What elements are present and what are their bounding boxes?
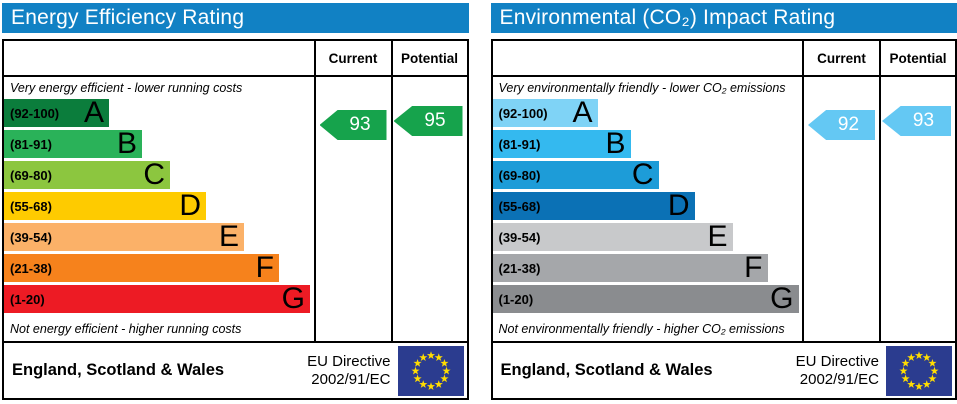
- potential-column: 93: [879, 77, 955, 341]
- region-label: England, Scotland & Wales: [12, 361, 225, 379]
- band-letter: G: [770, 282, 794, 315]
- band-letter: A: [572, 96, 593, 129]
- band-range-label: (55-68): [10, 198, 52, 214]
- band-range-label: (55-68): [498, 198, 541, 214]
- band-letter: C: [143, 158, 165, 191]
- band-range-label: (1-20): [10, 291, 45, 307]
- region-label: England, Scotland & Wales: [500, 361, 713, 379]
- band-a: (92-100) A: [492, 96, 598, 129]
- band-d: (55-68) D: [492, 189, 695, 222]
- band-c: (69-80) C: [492, 158, 659, 191]
- current-rating-arrow: 92: [808, 110, 875, 140]
- band-letter: C: [631, 158, 654, 191]
- potential-rating-arrow: 95: [393, 106, 463, 136]
- potential-column-header: Potential: [390, 41, 467, 77]
- band-letter: D: [667, 189, 690, 222]
- co2-impact-panel: Environmental (CO₂) Impact Rating Curren…: [490, 3, 957, 400]
- band-letter: E: [707, 220, 728, 253]
- table-footer: England, Scotland & Wales EU Directive 2…: [4, 341, 467, 398]
- current-column-header: Current: [802, 41, 879, 77]
- rating-table: Current Potential Very energy efficient …: [2, 39, 469, 400]
- band-f: (21-38) F: [492, 251, 768, 284]
- band-b: (81-91) B: [4, 127, 142, 160]
- potential-column: 95: [390, 77, 467, 341]
- band-range-label: (81-91): [498, 136, 541, 152]
- current-rating-arrow: 93: [319, 110, 387, 140]
- eu-directive-label: EU Directive 2002/91/EC: [307, 353, 397, 388]
- band-g: (1-20) G: [4, 282, 310, 315]
- band-letter: D: [179, 189, 201, 222]
- band-range-label: (69-80): [498, 167, 541, 183]
- band-a: (92-100) A: [4, 96, 109, 129]
- potential-column-header: Potential: [879, 41, 955, 77]
- top-caption: Very energy efficient - lower running co…: [10, 81, 243, 95]
- band-range-label: (39-54): [10, 229, 52, 245]
- band-range-label: (21-38): [10, 260, 52, 276]
- band-f: (21-38) F: [4, 251, 279, 284]
- eu-flag-icon: [886, 345, 952, 396]
- current-column-header: Current: [313, 41, 391, 77]
- potential-rating-arrow: 93: [882, 106, 951, 136]
- band-e: (39-54) E: [4, 220, 244, 253]
- band-letter: F: [744, 251, 763, 284]
- band-g: (1-20) G: [492, 282, 799, 315]
- panel-title: Energy Efficiency Rating: [2, 3, 469, 33]
- eu-directive-line2: 2002/91/EC: [799, 370, 879, 388]
- band-range-label: (69-80): [10, 167, 52, 183]
- band-range-label: (1-20): [498, 291, 534, 307]
- band-range-label: (81-91): [10, 136, 52, 152]
- band-letter: G: [281, 282, 305, 315]
- energy-efficiency-panel: Energy Efficiency Rating Current Potenti…: [2, 3, 469, 400]
- band-letter: B: [116, 127, 137, 160]
- band-letter: B: [605, 127, 626, 160]
- band-d: (55-68) D: [4, 189, 206, 222]
- band-range-label: (92-100): [498, 105, 548, 121]
- current-column: 93: [313, 77, 391, 341]
- band-c: (69-80) C: [4, 158, 170, 191]
- rating-table: Current Potential Very environmentally f…: [490, 39, 957, 400]
- header-spacer-cell: [4, 41, 314, 77]
- eu-directive-line2: 2002/91/EC: [311, 370, 391, 388]
- eu-directive-line1: EU Directive: [307, 352, 391, 370]
- band-letter: A: [83, 96, 104, 129]
- band-range-label: (39-54): [498, 229, 541, 245]
- band-e: (39-54) E: [492, 220, 733, 253]
- bottom-caption: Not energy efficient - higher running co…: [10, 322, 242, 336]
- rating-bands: (92-100) A (81-91) B (69-80) C (55-68) D: [4, 96, 314, 315]
- band-letter: E: [218, 220, 239, 253]
- top-caption: Very environmentally friendly - lower CO…: [498, 81, 786, 95]
- band-chart: Very energy efficient - lower running co…: [4, 77, 314, 341]
- band-letter: F: [255, 251, 274, 284]
- header-spacer-cell: [492, 41, 802, 77]
- bottom-caption: Not environmentally friendly - higher CO…: [498, 322, 785, 336]
- band-b: (81-91) B: [492, 127, 631, 160]
- eu-flag-icon: [397, 345, 464, 396]
- current-column: 92: [802, 77, 879, 341]
- eu-directive-line1: EU Directive: [795, 352, 879, 370]
- eu-directive-label: EU Directive 2002/91/EC: [796, 353, 886, 388]
- band-range-label: (21-38): [498, 260, 541, 276]
- panel-title: Environmental (CO₂) Impact Rating: [490, 3, 957, 33]
- rating-bands: (92-100) A (81-91) B (69-80) C (55-68) D: [492, 96, 803, 315]
- band-range-label: (92-100): [10, 105, 60, 121]
- table-footer: England, Scotland & Wales EU Directive 2…: [492, 341, 955, 398]
- band-chart: Very environmentally friendly - lower CO…: [492, 77, 803, 341]
